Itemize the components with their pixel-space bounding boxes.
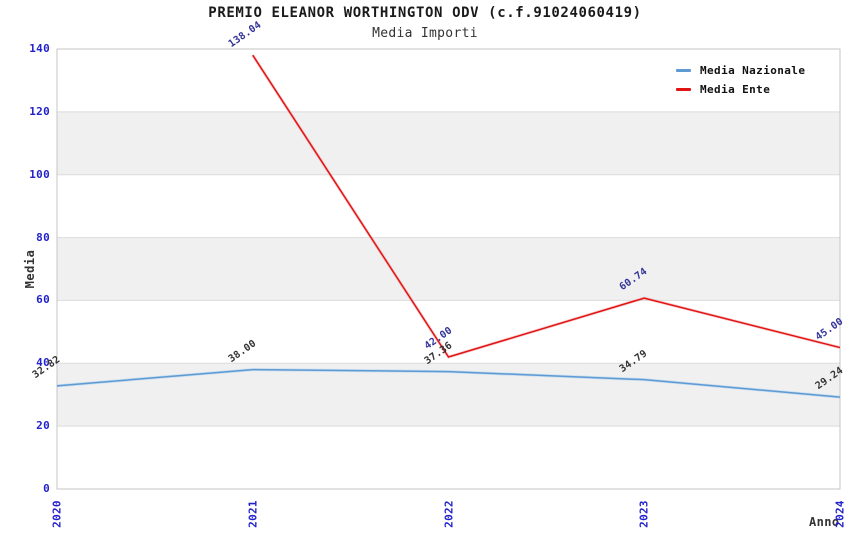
plot-band	[57, 237, 840, 301]
x-axis-label: Anno	[809, 515, 840, 529]
y-tick-label: 0	[43, 482, 50, 495]
y-tick-label: 40	[36, 356, 50, 370]
x-tick-label: 2021	[246, 500, 260, 528]
legend-item-media-ente: Media Ente	[676, 80, 805, 99]
plot-band	[57, 111, 840, 175]
chart-title: PREMIO ELEANOR WORTHINGTON ODV (c.f.9102…	[208, 5, 642, 21]
series-line-media-nazionale	[56, 368, 841, 398]
legend-label-ente: Media Ente	[700, 83, 771, 96]
y-tick-label: 100	[29, 167, 50, 181]
legend-line-sample-ente	[676, 88, 691, 91]
y-tick-label: 140	[29, 42, 50, 55]
x-tick-label: 2022	[442, 500, 455, 528]
x-tick-label: 2020	[50, 500, 64, 528]
x-tick-label: 2024	[833, 500, 847, 528]
x-tick-label: 2023	[637, 500, 651, 528]
legend: Media Nazionale Media Ente	[676, 61, 805, 99]
legend-label-nazionale: Media Nazionale	[700, 64, 806, 77]
legend-item-media-nazionale: Media Nazionale	[676, 61, 805, 80]
y-tick-label: 120	[29, 104, 50, 118]
y-tick-label: 20	[36, 419, 50, 433]
series-line-media-ente	[252, 54, 841, 358]
legend-line-sample-nazionale	[676, 69, 691, 72]
chart-subtitle: Media Importi	[372, 26, 478, 41]
plot-border	[56, 48, 841, 490]
y-tick-label: 60	[36, 293, 50, 307]
series-line-media-ente-halo	[251, 54, 841, 359]
y-tick-label: 80	[36, 230, 50, 244]
